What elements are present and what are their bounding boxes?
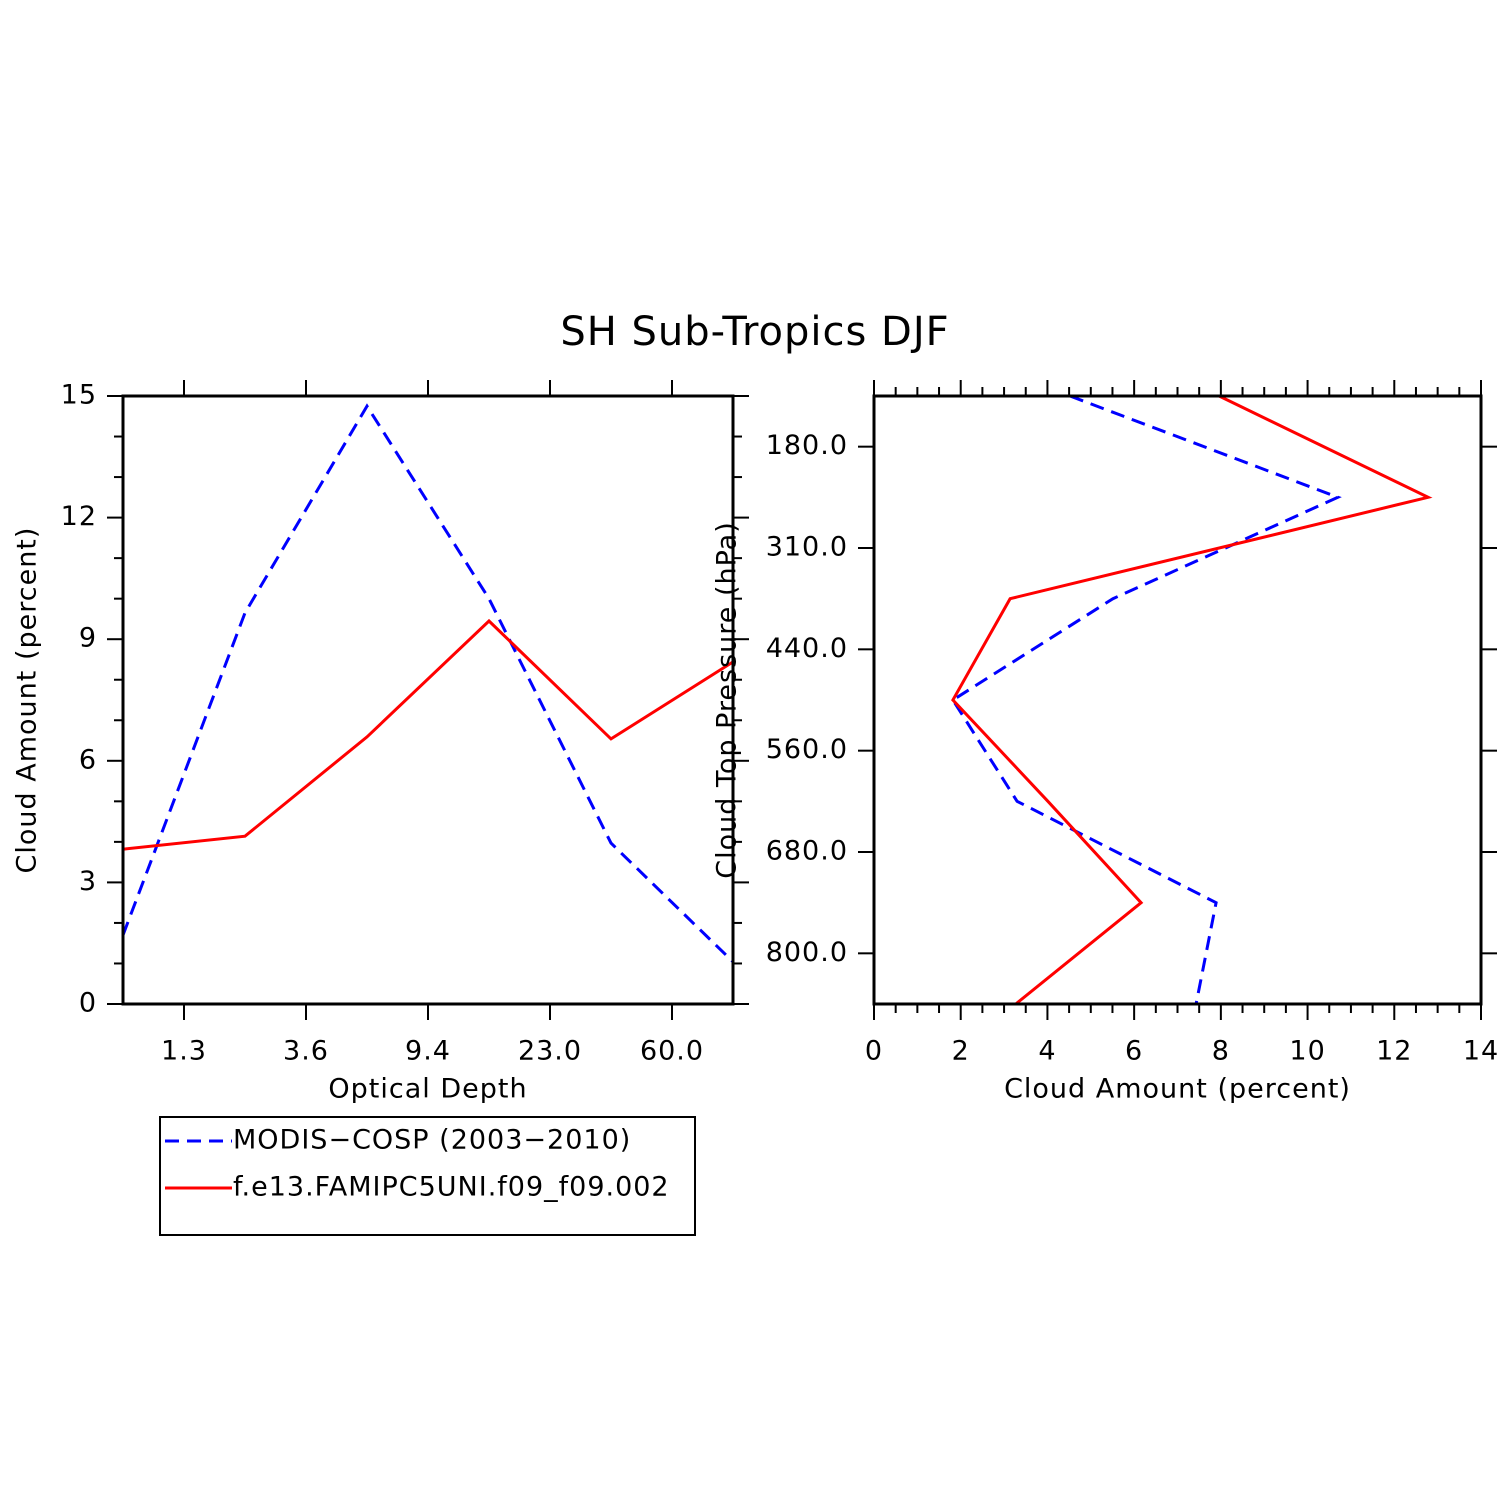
y-tick-label: 680.0: [766, 836, 848, 867]
y-tick-label: 6: [79, 744, 97, 775]
x-tick-label: 8: [1212, 1036, 1230, 1067]
x-tick-label: 10: [1289, 1036, 1325, 1067]
x-tick-label: 14: [1463, 1036, 1499, 1067]
legend-label: f.e13.FAMIPC5UNI.f09_f09.002: [233, 1172, 670, 1203]
x-axis-label: Optical Depth: [328, 1074, 527, 1105]
y-axis-label: Cloud Amount (percent): [12, 527, 43, 874]
plot-frame: [872, 394, 1483, 1006]
legend-label: MODIS−COSP (2003−2010): [233, 1125, 631, 1156]
y-tick-label: 15: [61, 380, 97, 411]
x-tick-label: 2: [952, 1036, 970, 1067]
legend-box: [159, 1116, 696, 1236]
y-tick-label: 0: [79, 988, 97, 1019]
y-tick-label: 440.0: [766, 633, 848, 664]
x-tick-label: 12: [1376, 1036, 1412, 1067]
x-tick-label: 9.4: [405, 1036, 451, 1067]
x-tick-label: 3.6: [283, 1036, 329, 1067]
x-tick-label: 0: [865, 1036, 883, 1067]
x-tick-label: 23.0: [518, 1036, 582, 1067]
series-line: [122, 618, 734, 851]
series-line: [950, 394, 1342, 1005]
plot-frame: [121, 394, 735, 1006]
y-tick-label: 12: [61, 501, 97, 532]
y-tick-label: 310.0: [766, 532, 848, 563]
chart-title: SH Sub-Tropics DJF: [560, 309, 949, 355]
y-tick-label: 560.0: [766, 734, 848, 765]
x-tick-label: 4: [1038, 1036, 1056, 1067]
y-tick-label: 9: [79, 623, 97, 654]
y-axis-label: Cloud Top Pressure (hPa): [712, 521, 743, 879]
series-line: [121, 403, 735, 963]
x-tick-label: 1.3: [161, 1036, 207, 1067]
y-tick-label: 3: [79, 866, 97, 897]
x-tick-label: 6: [1125, 1036, 1143, 1067]
x-tick-label: 60.0: [640, 1036, 704, 1067]
y-tick-label: 180.0: [766, 430, 848, 461]
y-tick-label: 800.0: [766, 937, 848, 968]
x-axis-label: Cloud Amount (percent): [1004, 1074, 1351, 1105]
series-line: [951, 394, 1433, 1006]
